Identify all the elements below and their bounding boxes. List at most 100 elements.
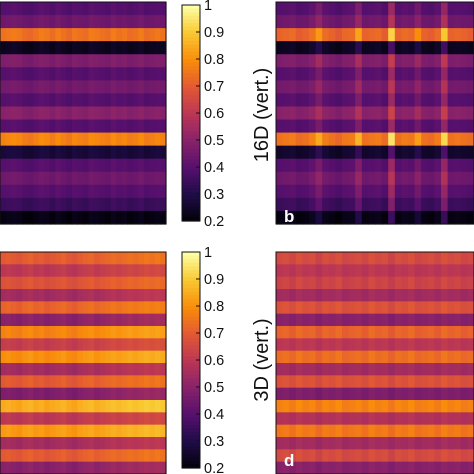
heatmap-cell [276,184,284,199]
heatmap-cell [309,106,317,121]
heatmap-cell [401,449,409,463]
heatmap-cell [5,437,12,450]
heatmap-cell [132,350,139,364]
heatmap-cell [289,2,297,16]
colorbar-gradient-step [182,159,200,164]
heatmap-cell [394,15,402,29]
heatmap-cell [342,41,350,55]
heatmap-cell [394,93,402,108]
heatmap-cell [315,28,323,42]
heatmap-cell [27,375,34,389]
heatmap-cell [309,449,317,463]
colorbar-gradient-step [182,102,200,107]
heatmap-cell [38,41,45,55]
heatmap-cell [138,15,145,29]
heatmap-cell [49,2,56,16]
heatmap-cell [160,424,167,438]
heatmap-cell [5,289,12,302]
heatmap-cell [447,338,455,352]
heatmap-cell [309,363,317,376]
heatmap-cell [401,145,409,160]
heatmap-cell [105,158,112,173]
heatmap-cell [38,132,45,147]
heatmap-cell [467,210,474,225]
heatmap-cell [44,276,51,290]
heatmap-cell [295,289,303,302]
heatmap-cell [44,145,51,160]
heatmap-cell [309,197,317,212]
heatmap-cell [408,449,416,463]
heatmap-cell [381,424,389,438]
heatmap-cell [467,54,474,68]
heatmap-cell [322,437,330,450]
heatmap-cell [33,67,40,81]
heatmap-cell [408,338,416,352]
heatmap-cell [99,363,106,376]
heatmap-cell [138,400,145,413]
heatmap-cell [289,301,297,315]
heatmap-cell [149,363,156,376]
heatmap-cell [77,41,84,55]
heatmap-cell [77,437,84,450]
colorbar-tick-label: 1 [204,0,212,14]
heatmap-cell [421,387,429,401]
heatmap-cell [381,171,389,186]
heatmap-cell [335,276,343,290]
heatmap-cell [143,67,150,81]
heatmap-cell [116,119,123,134]
heatmap-cell [394,289,402,302]
heatmap-cell [38,54,45,68]
heatmap-cell [88,41,95,55]
heatmap-cell [441,387,449,401]
heatmap-cell [38,449,45,463]
heatmap-cell [355,313,363,327]
heatmap-cell [328,363,336,376]
heatmap-cell [138,28,145,42]
heatmap-cell [375,132,383,147]
heatmap-cell [44,375,51,389]
heatmap-cell [127,326,134,339]
heatmap-cell [66,54,73,68]
heatmap-cell [38,197,45,212]
heatmap-cell [302,412,310,426]
heatmap-cell [116,158,123,173]
heatmap-cell [454,80,462,95]
heatmap-cell [138,350,145,364]
heatmap-cell [375,363,383,376]
heatmap-cell [77,350,84,364]
heatmap-cell [282,80,290,95]
heatmap-cell [60,437,67,450]
heatmap-cell [55,210,62,225]
heatmap-cell [447,158,455,173]
heatmap-cell [105,375,112,389]
heatmap-cell [0,289,7,302]
colorbar-gradient-step [182,15,200,20]
heatmap-cell [414,400,422,413]
heatmap-cell [33,338,40,352]
heatmap-cell [121,289,128,302]
heatmap-cell [447,15,455,29]
heatmap-cell [16,132,23,147]
heatmap-cell [355,424,363,438]
heatmap-cell [368,145,376,160]
heatmap-cell [454,106,462,121]
heatmap-cell [138,387,145,401]
heatmap-cell [160,400,167,413]
heatmap-cell [138,80,145,95]
colorbar-gradient-step [182,442,200,447]
heatmap-cell [132,313,139,327]
heatmap-cell [71,449,79,463]
heatmap-cell [110,338,117,352]
heatmap-cell [441,132,449,147]
heatmap-cell [60,289,67,302]
heatmap-cell [342,80,350,95]
colorbar-gradient-step [182,131,200,136]
heatmap-cell [368,252,376,265]
heatmap-cell [33,54,40,68]
heatmap-cell [295,54,303,68]
heatmap-cell [309,338,317,352]
heatmap-cell [149,375,156,389]
heatmap-cell [342,437,350,450]
heatmap-cell [342,461,350,474]
heatmap-cell [105,132,112,147]
